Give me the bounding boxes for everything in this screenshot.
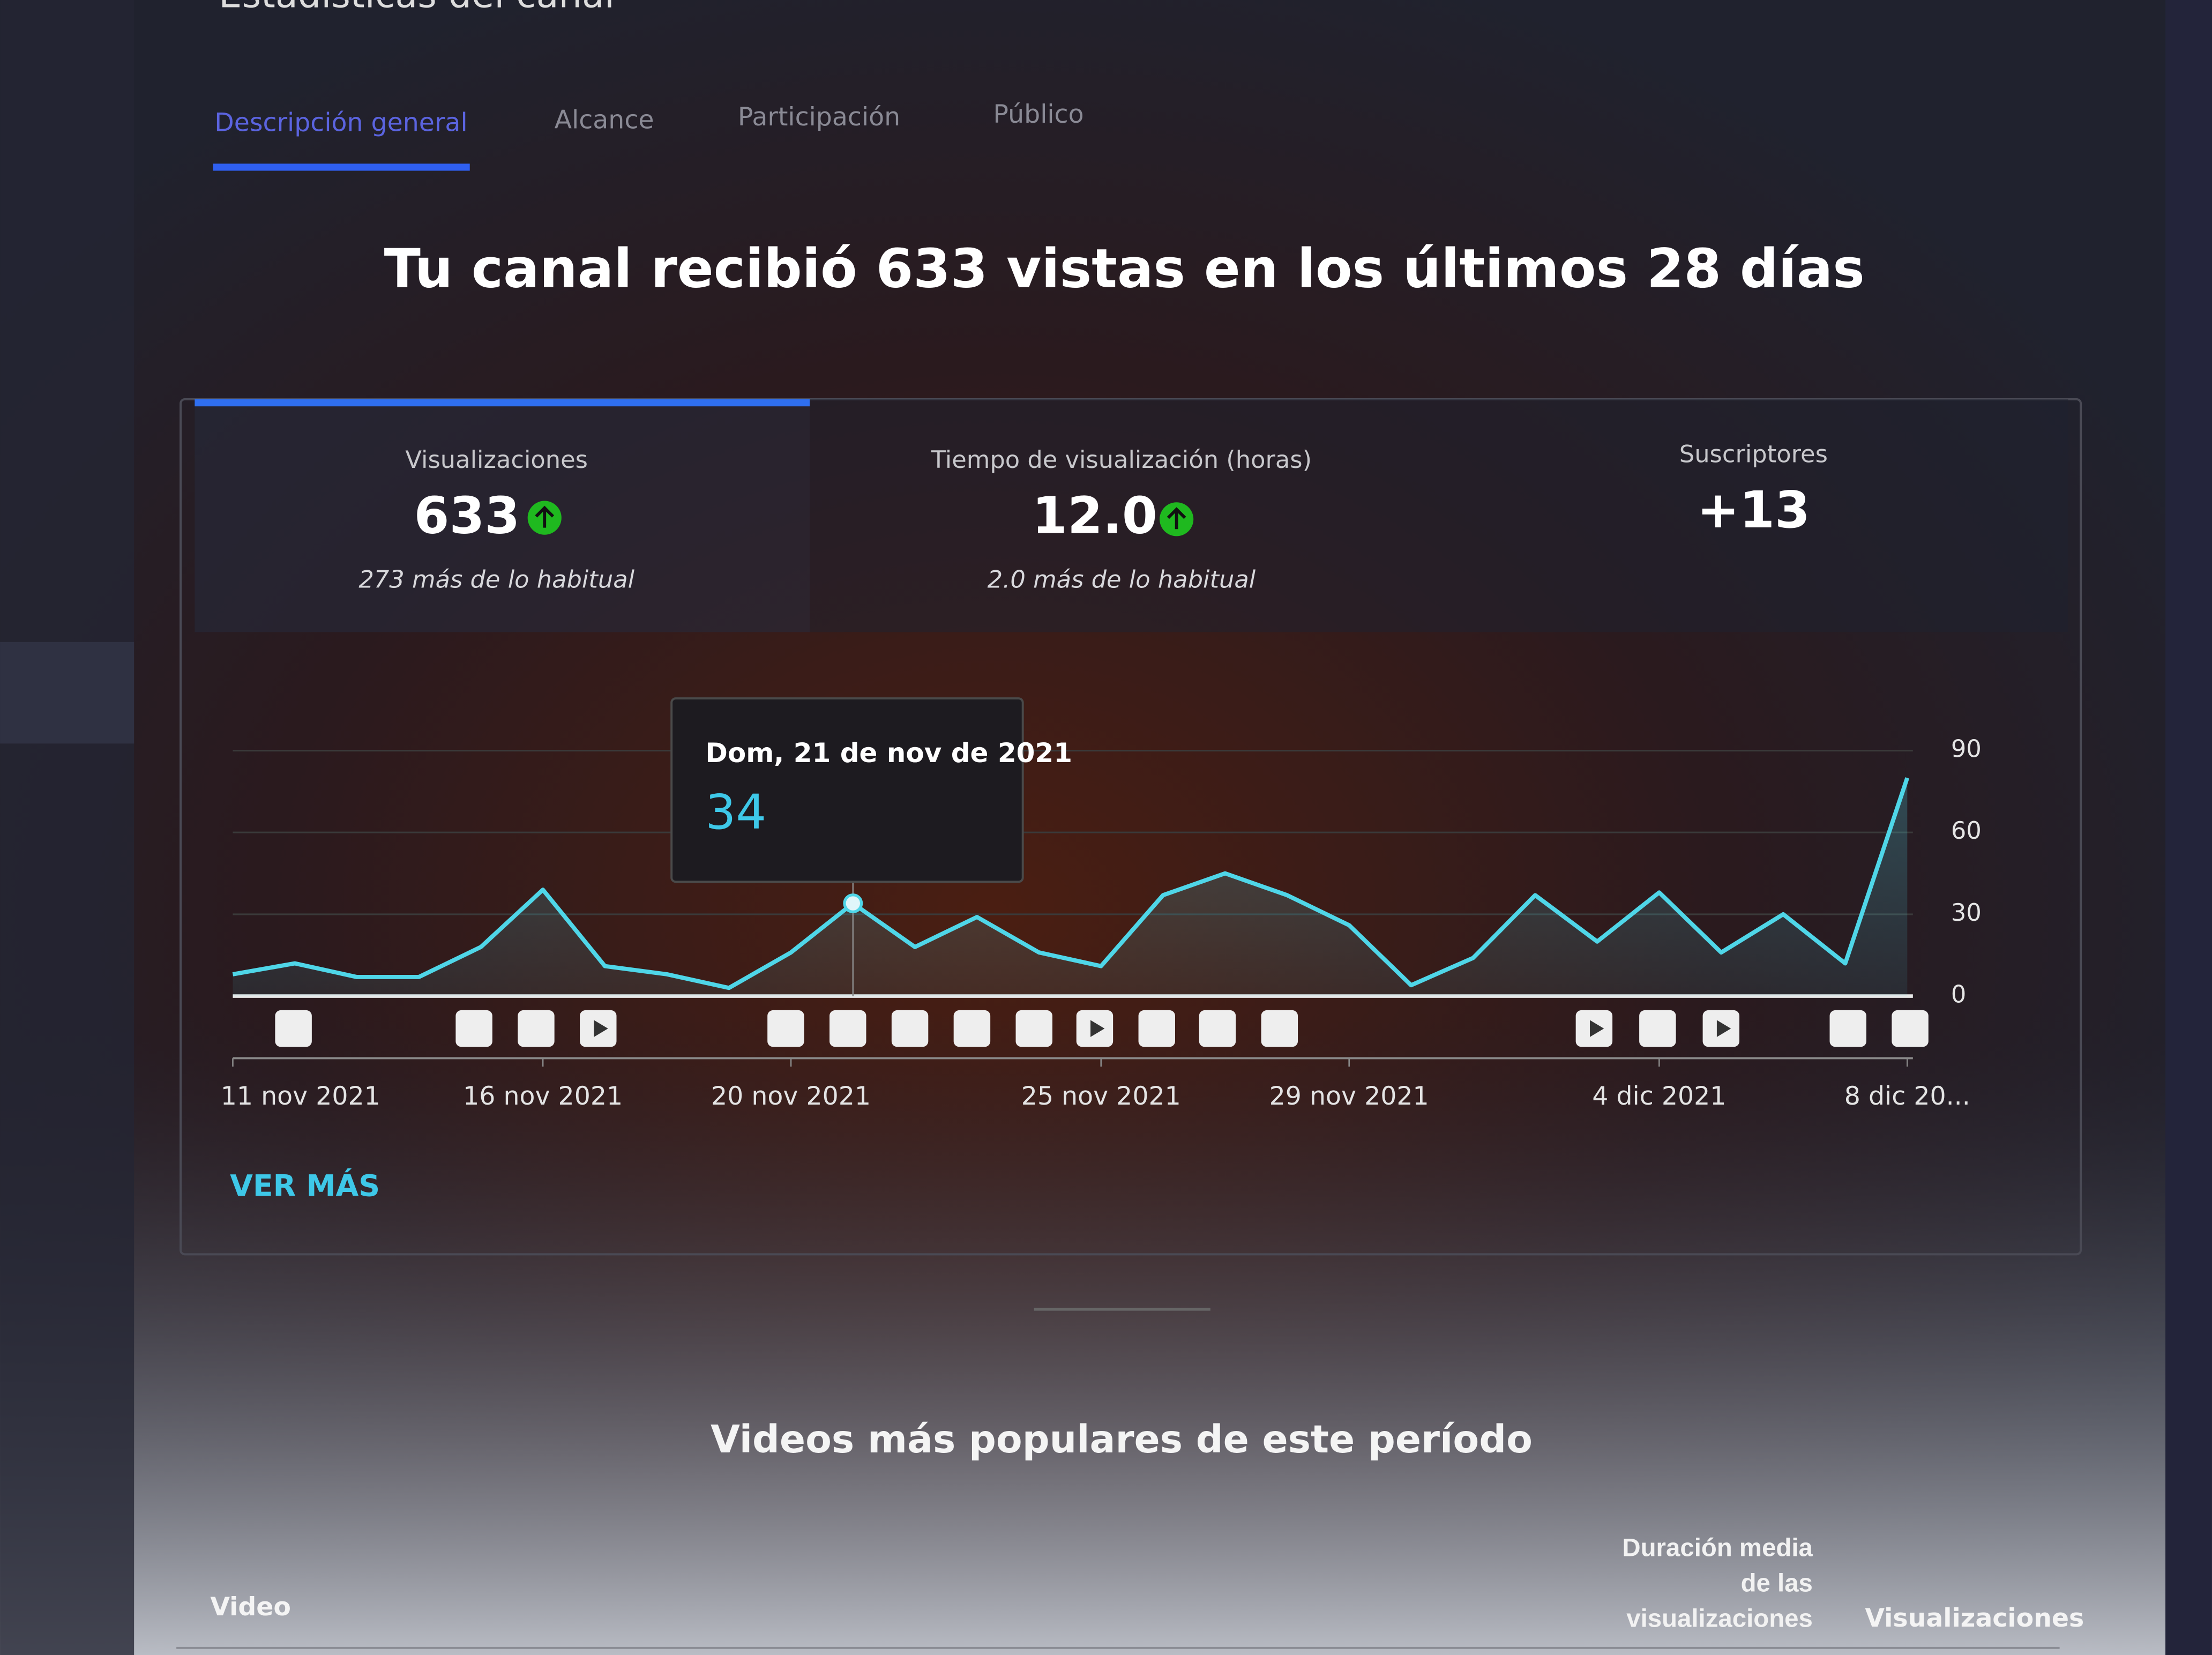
x-tick-label: 8 dic 20... <box>1844 1082 1970 1111</box>
tab[interactable]: Público <box>993 100 1083 129</box>
metric[interactable]: Suscriptores +13 <box>1679 439 1828 540</box>
x-tick-label: 11 nov 2021 <box>221 1082 380 1111</box>
column-header: Video <box>210 1592 291 1622</box>
background-glare <box>0 1016 2212 1655</box>
x-tick-label: 20 nov 2021 <box>711 1082 871 1111</box>
y-tick-label: 90 <box>1951 735 1982 763</box>
video-marker[interactable] <box>275 1010 312 1047</box>
video-marker[interactable] <box>1261 1010 1298 1047</box>
play-icon <box>1589 1020 1604 1037</box>
play-icon <box>1716 1020 1731 1037</box>
metric-indicator <box>195 399 810 407</box>
x-tick-label: 16 nov 2021 <box>463 1082 623 1111</box>
y-tick-label: 30 <box>1951 898 1982 927</box>
x-tick-label: 25 nov 2021 <box>1021 1082 1181 1111</box>
tab[interactable]: Participación <box>738 102 900 132</box>
tooltip <box>670 697 1024 883</box>
video-marker[interactable] <box>953 1010 991 1047</box>
tab[interactable]: Descripción general <box>214 108 467 138</box>
metric-note: 2.0 más de lo habitual <box>988 565 1256 594</box>
metric-label: Tiempo de visualización (horas) <box>931 445 1312 474</box>
y-tick-label: 60 <box>1951 816 1982 845</box>
line <box>232 777 1910 990</box>
hover-point <box>843 893 863 913</box>
sidebar-selected <box>0 642 134 744</box>
metric-value: 12.0 <box>1032 487 1157 546</box>
metric-tabs <box>810 399 2068 632</box>
tooltip-title: Dom, 21 de nov de 2021 <box>705 737 1072 769</box>
sidebar <box>0 0 134 1655</box>
play-icon <box>1090 1020 1105 1037</box>
column-header: Visualizaciones <box>1865 1604 2084 1633</box>
metric-label: Visualizaciones <box>405 445 588 474</box>
video-marker[interactable] <box>1639 1010 1676 1047</box>
video-marker[interactable] <box>829 1010 866 1047</box>
video-marker[interactable] <box>1829 1010 1866 1047</box>
area <box>233 778 1908 996</box>
page-title: Estadísticas del canal <box>219 0 615 16</box>
video-marker[interactable] <box>767 1010 804 1047</box>
column-header-wrap: Duración media de las visualizaciones <box>1622 1533 1813 1632</box>
chart: 0 30 60 90 11 nov 2021 16 nov 2021 20 nov 2021… <box>221 697 1982 1111</box>
up-arrow <box>1167 507 1186 530</box>
tooltip-value: 34 <box>705 785 766 840</box>
metric-note: 273 más de lo habitual <box>358 565 634 594</box>
metric-label: Suscriptores <box>1679 439 1828 468</box>
x-tick-label: 29 nov 2021 <box>1269 1082 1429 1111</box>
headline: Tu canal recibió 633 vistas en los últim… <box>384 237 1865 300</box>
video-marker[interactable] <box>1199 1010 1236 1047</box>
play-icon <box>594 1020 608 1037</box>
see-more-link[interactable]: VER MÁS <box>230 1169 380 1204</box>
section-title: Videos más populares de este período <box>711 1417 1533 1462</box>
y-tick-label: 0 <box>1951 980 1966 1009</box>
column-header: Duración media de las visualizaciones <box>1622 1533 1813 1632</box>
right-panel <box>2165 0 2212 1655</box>
x-tick-label: 4 dic 2021 <box>1592 1082 1726 1111</box>
tab-indicator <box>213 163 470 171</box>
video-marker[interactable] <box>891 1010 929 1047</box>
video-marker[interactable] <box>1015 1010 1052 1047</box>
video-marker[interactable] <box>1892 1010 1929 1047</box>
metric-value: 633 <box>414 487 520 546</box>
video-markers <box>275 1010 1929 1047</box>
video-marker[interactable] <box>518 1010 555 1047</box>
tab[interactable]: Alcance <box>555 105 654 135</box>
metric[interactable]: Visualizaciones 633 273 más de lo habitu… <box>358 445 634 594</box>
metric[interactable]: Tiempo de visualización (horas) 12.0 2.0… <box>931 445 1312 594</box>
tabs: Descripción general Alcance Participació… <box>213 100 1084 171</box>
up-arrow <box>535 505 555 528</box>
video-marker[interactable] <box>455 1010 492 1047</box>
video-marker[interactable] <box>1138 1010 1175 1047</box>
metric-selected <box>195 399 810 632</box>
metric-value: +13 <box>1697 481 1810 540</box>
